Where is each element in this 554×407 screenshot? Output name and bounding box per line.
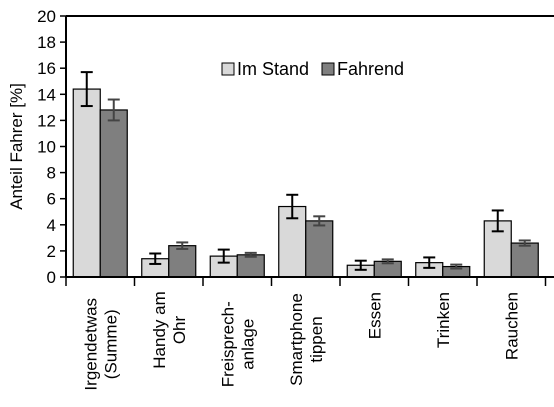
bar-fahrend-6: [510, 242, 539, 278]
category-label-line: Essen: [365, 292, 384, 339]
y-tick-label: 4: [47, 216, 56, 235]
category-label-6: Rauchen: [502, 292, 521, 360]
legend-swatch-0: [221, 62, 235, 76]
category-label-line: Ohr: [170, 315, 189, 344]
category-label-line: Rauchen: [502, 292, 521, 360]
category-label-line: anlage: [238, 319, 257, 370]
y-tick-label: 20: [37, 7, 56, 26]
y-tick-label: 18: [37, 33, 56, 52]
category-label-0: Irgendetwas(Summe): [81, 298, 120, 391]
y-axis-label: Anteil Fahrer [%]: [7, 83, 26, 210]
y-tick-label: 8: [47, 164, 56, 183]
category-label-4: Essen: [365, 292, 384, 339]
legend-label-0: Im Stand: [237, 59, 309, 79]
bar-fahrend-0: [99, 109, 128, 278]
category-label-5: Trinken: [434, 292, 453, 348]
y-tick-label: 6: [47, 190, 56, 209]
y-axis: 0 2 4 6 8 10 12 14 16 18 20: [37, 7, 554, 287]
category-label-3: Smartphonetippen: [287, 293, 326, 386]
bar-fahrend-1: [168, 245, 197, 278]
y-tick-label: 10: [37, 138, 56, 157]
category-label-line: Irgendetwas: [81, 298, 100, 391]
y-tick-label: 16: [37, 59, 56, 78]
legend-swatch-1: [321, 62, 335, 76]
category-label-line: Handy am: [150, 291, 169, 368]
category-label-1: Handy amOhr: [150, 291, 189, 368]
category-label-line: Smartphone: [287, 293, 306, 386]
bar-im-stand-0: [72, 88, 101, 278]
category-label-2: Freisprech-anlage: [218, 301, 257, 387]
bar-fahrend-2: [236, 254, 265, 278]
x-axis: Irgendetwas(Summe) Handy amOhr Freisprech-…: [65, 276, 554, 391]
category-label-line: Freisprech-: [218, 301, 237, 387]
legend: Im Stand Fahrend: [221, 59, 404, 79]
bar-fahrend-3: [305, 220, 334, 278]
legend-label-1: Fahrend: [337, 59, 404, 79]
y-tick-label: 14: [37, 85, 56, 104]
y-tick-label: 0: [47, 268, 56, 287]
y-tick-label: 2: [47, 242, 56, 261]
category-label-line: tippen: [307, 316, 326, 362]
category-label-line: Trinken: [434, 292, 453, 348]
y-tick-label: 12: [37, 111, 56, 130]
category-label-line: (Summe): [101, 309, 120, 379]
bars: [72, 71, 539, 278]
